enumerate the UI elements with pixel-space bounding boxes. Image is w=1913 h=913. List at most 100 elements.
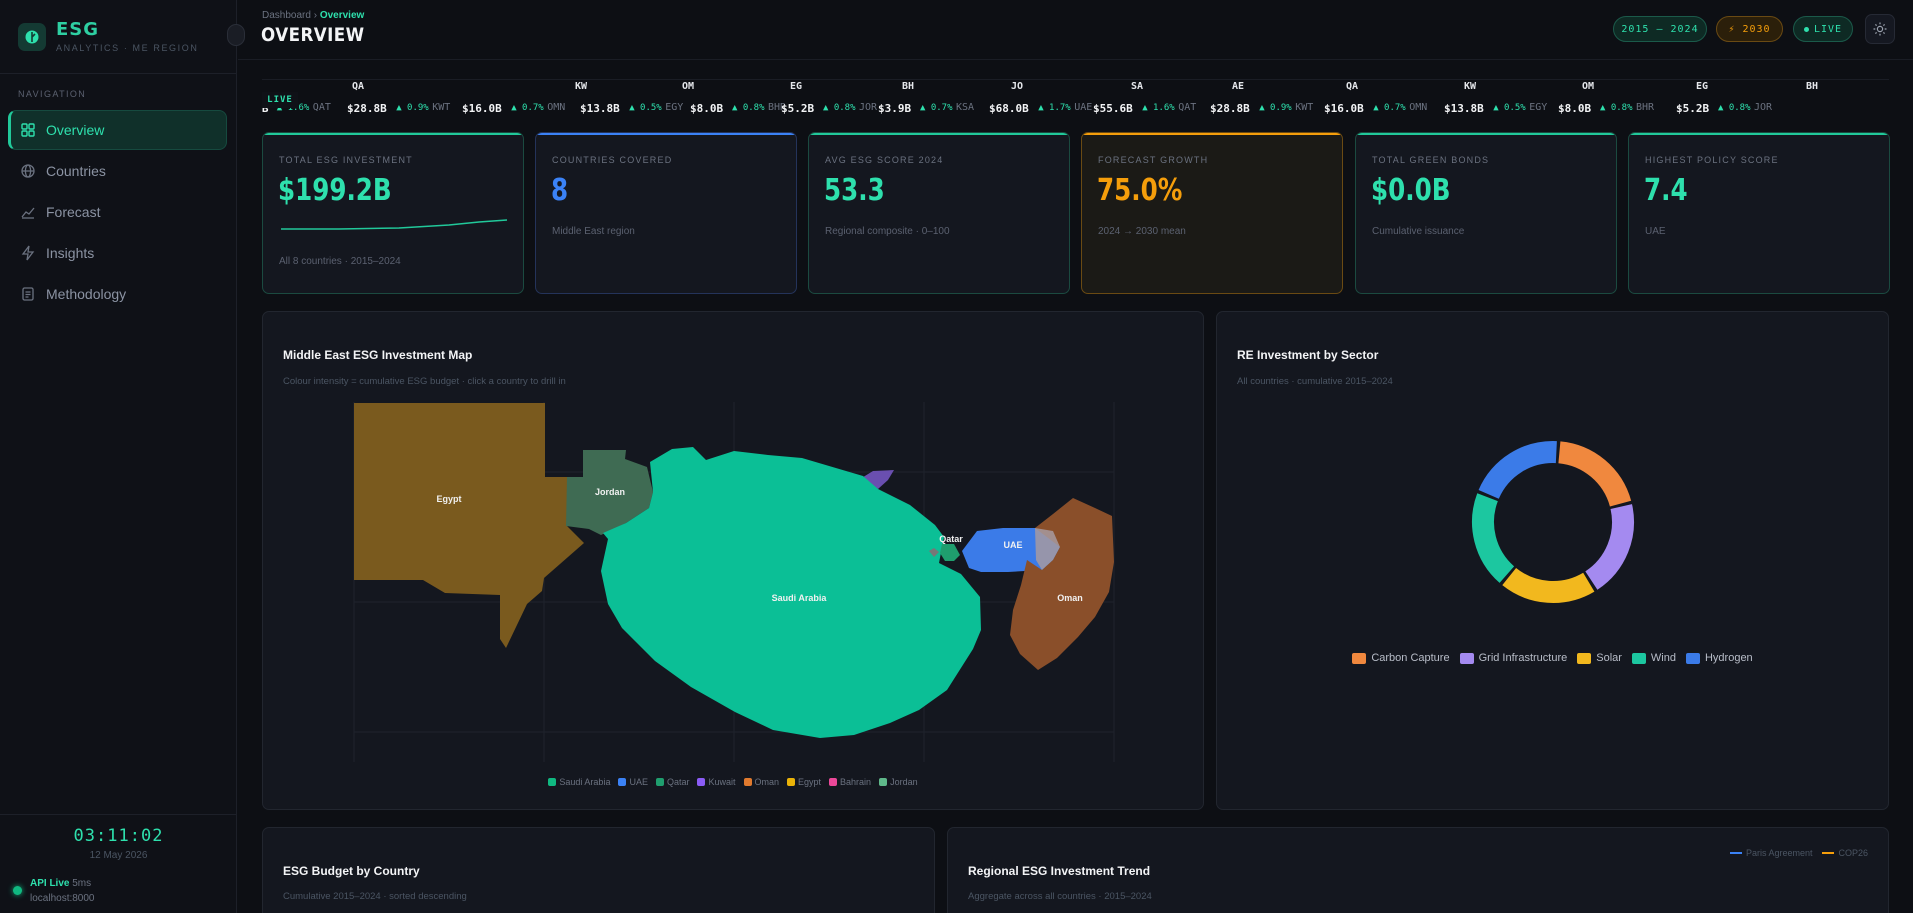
map-legend-item[interactable]: Egypt <box>787 777 821 787</box>
donut-legend-item[interactable]: Hydrogen <box>1685 652 1753 664</box>
legend-swatch <box>787 778 796 786</box>
ticker-iso: OMN <box>1409 102 1428 113</box>
sidebar-collapse-button[interactable] <box>227 24 245 46</box>
panel-title: RE Investment by Sector <box>1237 348 1379 362</box>
brand[interactable]: ESG ANALYTICS · ME REGION <box>18 20 198 53</box>
kpi-card[interactable]: TOTAL ESG INVESTMENT $199.2B All 8 countri… <box>262 132 524 294</box>
nav-item-label: Overview <box>46 122 105 138</box>
nav-item-overview[interactable]: Overview <box>8 110 227 150</box>
donut-slice-wind[interactable] <box>1472 493 1515 583</box>
ticker-iso: BHR <box>768 102 787 113</box>
kpi-card[interactable]: COUNTRIES COVERED 8 Middle East region <box>535 132 797 294</box>
ticker-value: $28.8B <box>1210 102 1250 115</box>
legend-label: Hydrogen <box>1704 652 1753 664</box>
map-legend-item[interactable]: Bahrain <box>829 777 871 787</box>
legend-swatch <box>1685 652 1700 664</box>
donut-legend-item[interactable]: Wind <box>1631 652 1676 664</box>
ticker-iso: BHR <box>1636 102 1655 113</box>
nav-item-insights[interactable]: Insights <box>8 233 227 273</box>
panel-subtitle: Aggregate across all countries · 2015–20… <box>968 891 1152 902</box>
kpi-subtitle: Cumulative issuance <box>1372 226 1465 237</box>
map-legend-item[interactable]: Saudi Arabia <box>548 777 610 787</box>
ticker-change: ▲ 0.9% <box>396 103 429 113</box>
nav-item-forecast[interactable]: Forecast <box>8 192 227 232</box>
donut-legend-item[interactable]: Grid Infrastructure <box>1459 652 1568 664</box>
ticker-code: JO <box>1011 81 1024 92</box>
ticker-code: AE <box>1232 81 1245 92</box>
ticker-value: $68.0B <box>989 102 1029 115</box>
nav-item-methodology[interactable]: Methodology <box>8 274 227 314</box>
map-legend-item[interactable]: Oman <box>743 777 779 787</box>
donut-slice-grid-infrastructure[interactable] <box>1584 504 1634 590</box>
year-range-pill[interactable]: 2015 – 2024 <box>1613 16 1707 42</box>
map-country-jordan[interactable] <box>566 450 653 535</box>
map-country-bahrain[interactable] <box>929 548 939 557</box>
ticker-iso: JOR <box>1754 102 1773 113</box>
ticker-value: $16.0B <box>462 102 502 115</box>
ticker-code: OM <box>682 81 695 92</box>
map-legend-item[interactable]: Kuwait <box>697 777 736 787</box>
theme-toggle-button[interactable] <box>1865 14 1895 44</box>
map-panel: Middle East ESG Investment Map Colour in… <box>262 311 1204 810</box>
legend-label: Egypt <box>798 777 822 787</box>
map-country-oman[interactable] <box>1010 498 1114 670</box>
ticker-value: $13.8B <box>580 102 620 115</box>
brand-title: ESG <box>56 19 100 40</box>
nav-item-countries[interactable]: Countries <box>8 151 227 191</box>
api-status: API Live 5ms localhost:8000 <box>13 876 95 906</box>
ticker-change: ▲ 0.7% <box>511 103 544 113</box>
kpi-card[interactable]: HIGHEST POLICY SCORE 7.4 UAE <box>1628 132 1890 294</box>
target-year-pill[interactable]: ⚡ 2030 <box>1716 16 1783 42</box>
kpi-label: AVG ESG SCORE 2024 <box>825 155 944 165</box>
legend-label: Paris Agreement <box>1745 848 1813 858</box>
map-country-egypt[interactable] <box>354 403 584 648</box>
ticker-change: ▲ 0.8% <box>1718 103 1751 113</box>
donut-legend-item[interactable]: Carbon Capture <box>1352 652 1450 664</box>
donut-legend-item[interactable]: Solar <box>1577 652 1622 664</box>
map-country-qatar[interactable] <box>940 544 960 561</box>
ticker-code: BH <box>1806 81 1819 92</box>
kpi-value: $199.2B <box>278 173 392 208</box>
clock: 03:11:02 <box>73 826 164 846</box>
nav-item-label: Methodology <box>46 286 127 302</box>
map-country-saudi-arabia[interactable] <box>601 447 981 738</box>
ticker-value: $16.0B <box>1324 102 1364 115</box>
map-legend-item[interactable]: Jordan <box>879 777 918 787</box>
ticker-change: ▲ 0.8% <box>1600 103 1633 113</box>
trend-panel: Regional ESG Investment Trend Aggregate … <box>947 827 1889 913</box>
ticker-value: $5.2B <box>781 102 815 115</box>
ticker-change: ▲ 0.7% <box>920 103 953 113</box>
live-status-pill[interactable]: LIVE <box>1793 16 1853 42</box>
breadcrumb-root[interactable]: Dashboard <box>262 10 311 21</box>
donut-slice-hydrogen[interactable] <box>1478 441 1557 500</box>
map-country-kuwait[interactable] <box>860 470 894 489</box>
legend-swatch <box>1577 652 1592 664</box>
sun-icon <box>1873 22 1887 36</box>
ticker-iso: QAT <box>1178 102 1197 113</box>
ticker-change: ▲ 0.7% <box>1373 103 1406 113</box>
donut-slice-solar[interactable] <box>1502 567 1595 603</box>
breadcrumb-separator: › <box>313 10 318 21</box>
donut-legend: Carbon Capture Grid Infrastructure Solar Wi… <box>1217 652 1888 664</box>
map-legend-item[interactable]: UAE <box>618 777 648 787</box>
legend-label: Grid Infrastructure <box>1478 652 1568 664</box>
sparkline-path <box>281 219 508 230</box>
ticker-change: ▲ 0.8% <box>732 103 765 113</box>
donut-slice-carbon-capture[interactable] <box>1557 441 1632 507</box>
kpi-card[interactable]: TOTAL GREEN BONDS $0.0B Cumulative issuanc… <box>1355 132 1617 294</box>
live-dot-icon <box>1803 26 1809 32</box>
nav-list: Overview Countries Forecast Insights Met… <box>8 110 227 315</box>
ticker-code: KW <box>575 81 588 92</box>
header: Dashboard › Overview OVERVIEW 2015 – 202… <box>238 0 1913 60</box>
legend-label: COP26 <box>1838 848 1868 858</box>
ticker-iso: KSA <box>956 102 975 113</box>
ticker-change: ▲ 0.5% <box>629 103 662 113</box>
legend-label: Kuwait <box>708 777 736 787</box>
globe-icon <box>21 164 35 178</box>
map-legend-item[interactable]: Qatar <box>655 777 689 787</box>
legend-line <box>1822 852 1835 854</box>
ticker-value: $8.0B <box>1558 102 1592 115</box>
kpi-card[interactable]: AVG ESG SCORE 2024 53.3 Regional composite… <box>808 132 1070 294</box>
kpi-card[interactable]: FORECAST GROWTH 75.0% 2024 → 2030 mean <box>1081 132 1343 294</box>
market-ticker: LIVE QA5.6B▲ 1.6%QAT$28.8B▲ 0.9%KWTKW$16… <box>262 79 1889 121</box>
